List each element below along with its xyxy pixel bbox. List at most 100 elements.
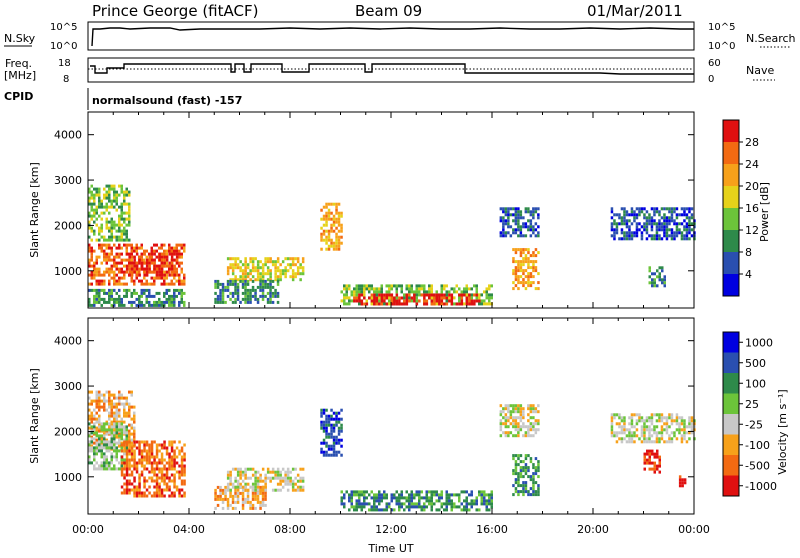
- data-cell: [527, 419, 530, 423]
- data-cell: [502, 407, 505, 411]
- data-cell: [160, 300, 163, 304]
- data-cell: [140, 473, 144, 477]
- data-cell: [373, 299, 376, 303]
- data-cell: [93, 211, 96, 215]
- data-cell: [120, 252, 123, 256]
- data-cell: [178, 300, 181, 304]
- data-cell: [264, 282, 267, 286]
- data-cell: [130, 303, 133, 307]
- data-cell: [519, 404, 523, 408]
- data-cell: [320, 238, 323, 242]
- data-cell: [120, 238, 123, 242]
- data-cell: [378, 490, 381, 494]
- data-cell: [648, 216, 651, 220]
- data-cell: [100, 405, 103, 409]
- data-cell: [658, 278, 661, 282]
- data-cell: [246, 491, 250, 495]
- data-cell: [219, 497, 222, 501]
- data-cell: [180, 461, 184, 465]
- data-cell: [655, 222, 659, 226]
- colorbar-swatch: [723, 332, 739, 353]
- data-cell: [90, 214, 93, 218]
- data-cell: [465, 290, 468, 294]
- data-cell: [490, 499, 493, 503]
- data-cell: [524, 425, 528, 429]
- data-cell: [90, 435, 93, 439]
- data-cell: [330, 429, 333, 433]
- data-cell: [130, 252, 133, 256]
- data-cell: [145, 273, 149, 277]
- data-cell: [103, 187, 106, 191]
- data-cell: [373, 296, 376, 300]
- data-cell: [345, 284, 348, 288]
- data-cell: [519, 275, 523, 279]
- data-cell: [502, 231, 505, 235]
- data-cell: [90, 446, 93, 450]
- data-cell: [163, 276, 166, 280]
- data-cell: [234, 285, 237, 289]
- data-cell: [517, 425, 520, 429]
- data-cell: [125, 488, 129, 492]
- data-cell: [673, 231, 676, 235]
- data-cell: [105, 399, 108, 403]
- data-cell: [108, 273, 111, 277]
- data-cell: [519, 407, 523, 411]
- data-cell: [100, 279, 103, 283]
- data-cell: [340, 444, 343, 448]
- data-cell: [296, 269, 300, 273]
- data-cell: [390, 293, 394, 297]
- data-cell: [143, 270, 146, 274]
- data-cell: [658, 272, 661, 276]
- data-cell: [375, 293, 378, 297]
- data-cell: [668, 222, 671, 226]
- data-cell: [428, 293, 431, 297]
- data-cell: [251, 294, 255, 298]
- data-cell: [398, 284, 401, 288]
- data-cell: [183, 494, 186, 498]
- data-cell: [88, 431, 91, 435]
- data-cell: [358, 496, 361, 500]
- data-cell: [113, 226, 116, 230]
- data-cell: [138, 440, 141, 444]
- data-cell: [618, 425, 621, 429]
- data-cell: [532, 493, 535, 497]
- data-cell: [108, 402, 111, 406]
- data-cell: [670, 437, 674, 441]
- data-cell: [148, 470, 151, 474]
- data-cell: [423, 302, 426, 306]
- data-cell: [108, 288, 111, 292]
- data-cell: [385, 493, 388, 497]
- data-cell: [527, 275, 530, 279]
- data-cell: [226, 257, 230, 261]
- data-cell: [473, 499, 476, 503]
- data-cell: [118, 467, 121, 471]
- data-cell: [395, 302, 399, 306]
- data-cell: [502, 228, 505, 232]
- data-cell: [380, 284, 383, 288]
- data-cell: [335, 441, 338, 445]
- data-cell: [335, 202, 338, 206]
- data-cell: [395, 502, 398, 506]
- data-cell: [266, 257, 270, 261]
- data-cell: [325, 441, 328, 445]
- freq-tick-bottom: 8: [63, 74, 69, 85]
- data-cell: [514, 469, 518, 473]
- data-cell: [440, 505, 443, 509]
- data-cell: [635, 216, 639, 220]
- data-cell: [430, 493, 433, 497]
- data-cell: [322, 205, 326, 209]
- data-cell: [160, 476, 164, 480]
- data-cell: [216, 282, 220, 286]
- data-cell: [517, 287, 520, 291]
- data-cell: [155, 485, 159, 489]
- data-cell: [103, 467, 106, 471]
- data-cell: [514, 454, 518, 458]
- data-cell: [153, 479, 156, 483]
- data-cell: [160, 243, 163, 247]
- data-cell: [115, 255, 118, 259]
- data-cell: [423, 496, 426, 500]
- data-cell: [100, 422, 103, 426]
- data-cell: [90, 270, 93, 274]
- data-cell: [180, 282, 183, 286]
- data-cell: [658, 455, 661, 459]
